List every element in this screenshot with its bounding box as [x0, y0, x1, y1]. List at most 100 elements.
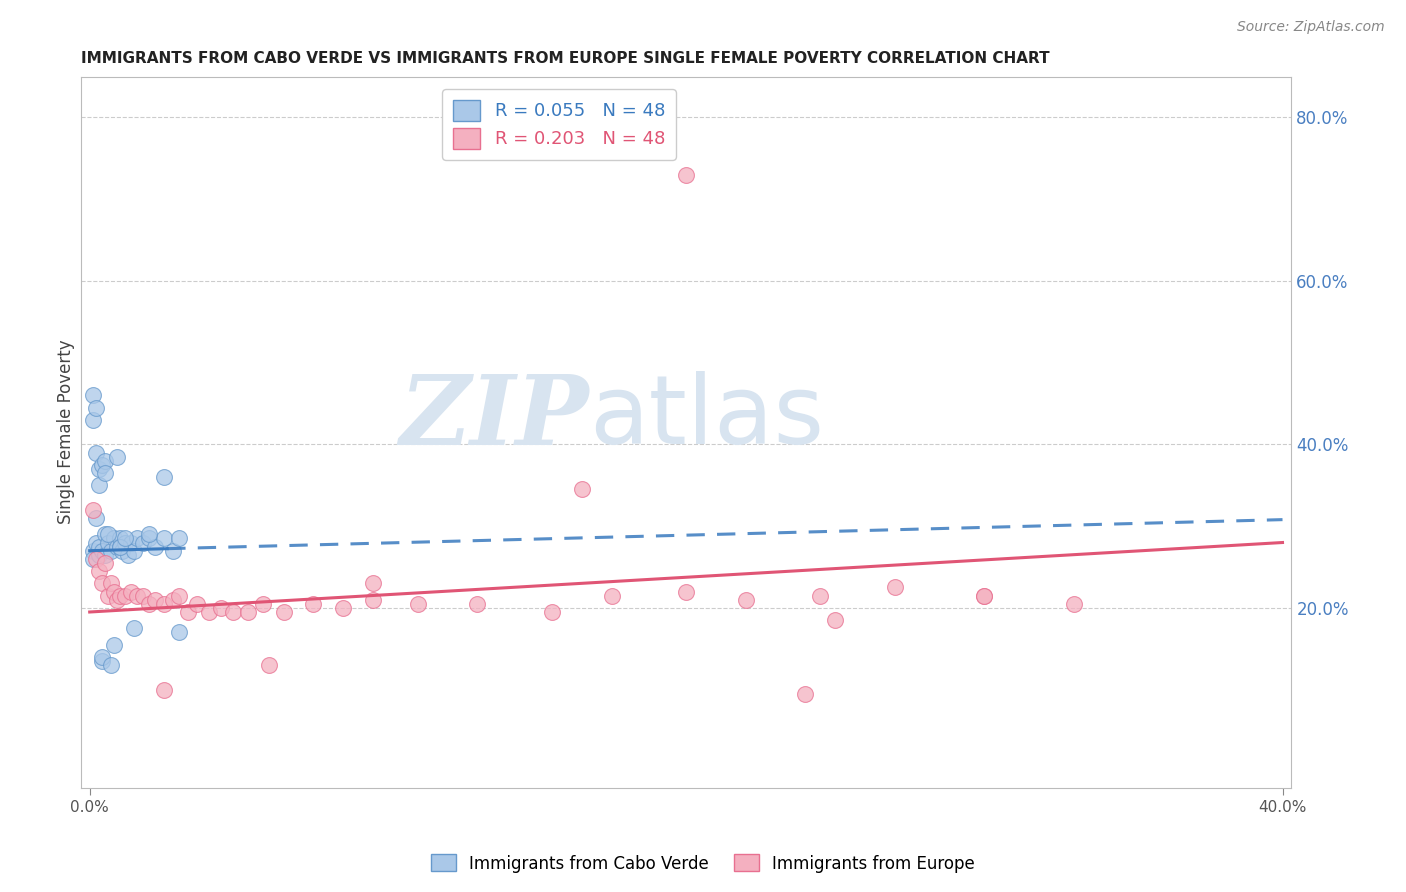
Point: [82, 503, 104, 517]
Point: [84, 511, 107, 525]
Point: [90, 650, 112, 665]
Point: [138, 527, 160, 541]
Point: [82, 543, 104, 558]
Point: [222, 605, 245, 619]
Point: [273, 605, 295, 619]
Point: [84, 535, 107, 549]
Point: [127, 532, 149, 546]
Point: [93, 548, 115, 562]
Legend: Immigrants from Cabo Verde, Immigrants from Europe: Immigrants from Cabo Verde, Immigrants f…: [425, 847, 981, 880]
Point: [84, 401, 107, 415]
Point: [82, 413, 104, 427]
Point: [120, 535, 142, 549]
Point: [105, 540, 128, 554]
Point: [90, 654, 112, 668]
Point: [124, 543, 146, 558]
Point: [87, 462, 110, 476]
Point: [973, 589, 995, 603]
Point: [361, 592, 384, 607]
Point: [97, 589, 120, 603]
Point: [108, 540, 131, 554]
Point: [162, 543, 184, 558]
Point: [87, 540, 110, 554]
Point: [132, 589, 155, 603]
Point: [84, 552, 107, 566]
Point: [143, 540, 166, 554]
Point: [143, 592, 166, 607]
Point: [127, 589, 149, 603]
Point: [105, 592, 128, 607]
Point: [84, 445, 107, 459]
Point: [93, 527, 115, 541]
Point: [467, 597, 489, 611]
Point: [103, 638, 125, 652]
Point: [103, 532, 125, 546]
Point: [90, 576, 112, 591]
Point: [302, 597, 325, 611]
Point: [332, 601, 354, 615]
Point: [87, 478, 110, 492]
Point: [100, 576, 122, 591]
Point: [153, 597, 176, 611]
Point: [167, 589, 190, 603]
Point: [103, 584, 125, 599]
Point: [153, 470, 176, 484]
Point: [883, 581, 905, 595]
Point: [108, 589, 131, 603]
Point: [114, 532, 136, 546]
Point: [824, 613, 846, 627]
Point: [108, 540, 131, 554]
Point: [153, 532, 176, 546]
Point: [1063, 597, 1085, 611]
Point: [82, 388, 104, 402]
Point: [675, 584, 697, 599]
Point: [105, 450, 128, 464]
Point: [406, 597, 429, 611]
Text: Source: ZipAtlas.com: Source: ZipAtlas.com: [1237, 20, 1385, 34]
Text: atlas: atlas: [589, 371, 824, 465]
Point: [162, 592, 184, 607]
Point: [186, 597, 208, 611]
Point: [97, 535, 120, 549]
Point: [100, 543, 122, 558]
Text: IMMIGRANTS FROM CABO VERDE VS IMMIGRANTS FROM EUROPE SINGLE FEMALE POVERTY CORRE: IMMIGRANTS FROM CABO VERDE VS IMMIGRANTS…: [80, 51, 1049, 66]
Point: [236, 605, 259, 619]
Point: [93, 466, 115, 480]
Point: [675, 168, 697, 182]
Point: [571, 483, 593, 497]
Point: [100, 658, 122, 673]
Point: [734, 592, 756, 607]
Point: [114, 535, 136, 549]
Point: [153, 682, 176, 697]
Point: [132, 535, 155, 549]
Point: [167, 532, 190, 546]
Point: [124, 621, 146, 635]
Point: [209, 601, 232, 615]
Point: [138, 597, 160, 611]
Point: [87, 564, 110, 578]
Point: [257, 658, 280, 673]
Point: [541, 605, 564, 619]
Text: ZIP: ZIP: [399, 371, 589, 465]
Point: [93, 556, 115, 570]
Point: [361, 576, 384, 591]
Point: [794, 687, 817, 701]
Point: [114, 589, 136, 603]
Point: [198, 605, 221, 619]
Point: [108, 532, 131, 546]
Point: [90, 543, 112, 558]
Point: [82, 552, 104, 566]
Point: [252, 597, 274, 611]
Point: [138, 532, 160, 546]
Point: [600, 589, 623, 603]
Point: [117, 548, 139, 562]
Point: [87, 548, 110, 562]
Point: [167, 625, 190, 640]
Point: [90, 458, 112, 472]
Point: [111, 543, 134, 558]
Point: [973, 589, 995, 603]
Point: [120, 584, 142, 599]
Legend: R = 0.055   N = 48, R = 0.203   N = 48: R = 0.055 N = 48, R = 0.203 N = 48: [441, 89, 676, 160]
Y-axis label: Single Female Poverty: Single Female Poverty: [58, 340, 75, 524]
Point: [808, 589, 831, 603]
